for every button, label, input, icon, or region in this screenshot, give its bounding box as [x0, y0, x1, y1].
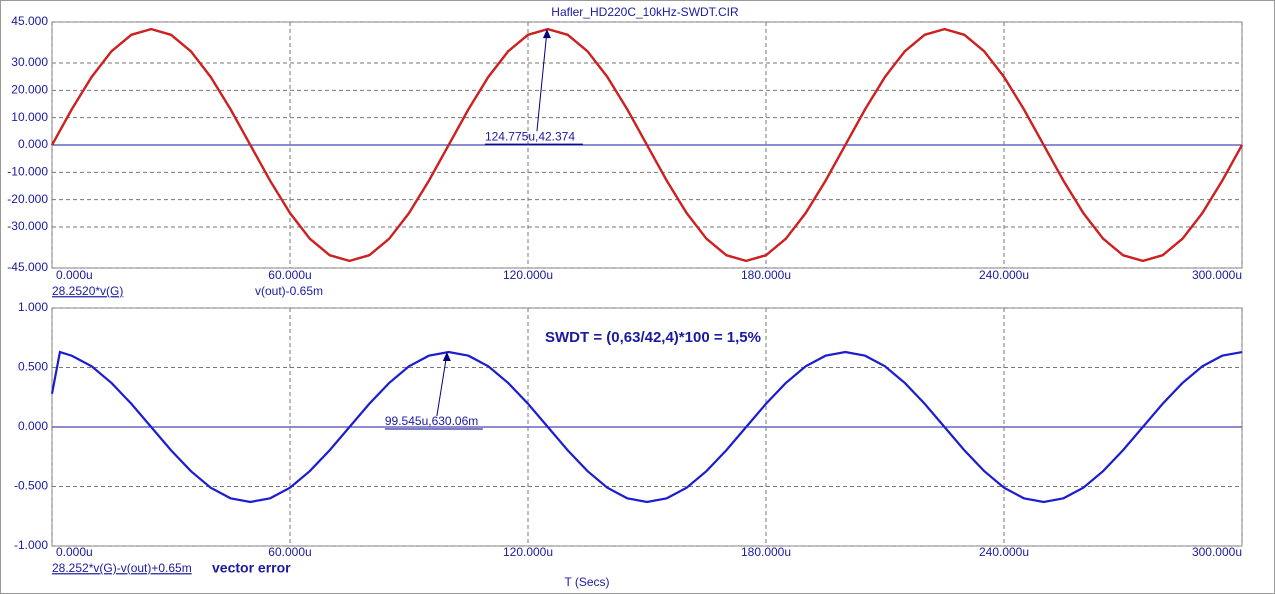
x-tick-label: 0.000u: [56, 545, 93, 559]
y-tick-label: 1.000: [18, 300, 48, 314]
y-tick-label: -10.000: [7, 165, 48, 179]
x-tick-label: 0.000u: [56, 268, 93, 282]
swdt-note: SWDT = (0,63/42,4)*100 = 1,5%: [545, 329, 761, 346]
y-tick-label: 20.000: [11, 83, 48, 97]
legend-entry: 28.2520*v(G): [52, 284, 123, 298]
y-tick-label: 10.000: [11, 110, 48, 124]
x-tick-label: 240.000u: [979, 545, 1029, 559]
x-tick-label: 60.000u: [268, 545, 311, 559]
series-line: [50, 350, 1243, 504]
y-tick-label: -0.500: [14, 479, 48, 493]
y-tick-label: -45.000: [7, 260, 48, 274]
x-tick-label: 60.000u: [268, 268, 311, 282]
series-line: [51, 27, 1243, 263]
note-label: vector error: [212, 560, 291, 576]
arrow-head: [442, 352, 451, 362]
legend-entry: v(out)-0.65m: [255, 284, 323, 298]
x-axis-label: T (Secs): [564, 575, 609, 589]
x-tick-label: 300.000u: [1192, 268, 1242, 282]
y-tick-label: 0.000: [18, 419, 48, 433]
y-tick-label: 30.000: [11, 55, 48, 69]
x-tick-label: 180.000u: [741, 268, 791, 282]
arrow-head: [542, 29, 551, 39]
x-tick-label: 120.000u: [503, 545, 553, 559]
y-tick-label: -30.000: [7, 219, 48, 233]
legend-entry: 28.252*v(G)-v(out)+0.65m: [52, 561, 192, 575]
annotation-label: 124.775u,42.374: [485, 129, 575, 143]
y-tick-label: 0.500: [18, 360, 48, 374]
chart-title: Hafler_HD220C_10kHz-SWDT.CIR: [551, 5, 739, 19]
annotation-arrow: [536, 31, 548, 132]
y-tick-label: 45.000: [11, 14, 48, 28]
y-tick-label: -1.000: [14, 538, 48, 552]
x-tick-label: 240.000u: [979, 268, 1029, 282]
x-tick-label: 180.000u: [741, 545, 791, 559]
annotation-label: 99.545u,630.06m: [385, 414, 478, 428]
x-tick-label: 300.000u: [1192, 545, 1242, 559]
x-tick-label: 120.000u: [503, 268, 553, 282]
annotation-arrow: [436, 353, 448, 417]
y-tick-label: -20.000: [7, 192, 48, 206]
y-tick-label: 0.000: [18, 137, 48, 151]
